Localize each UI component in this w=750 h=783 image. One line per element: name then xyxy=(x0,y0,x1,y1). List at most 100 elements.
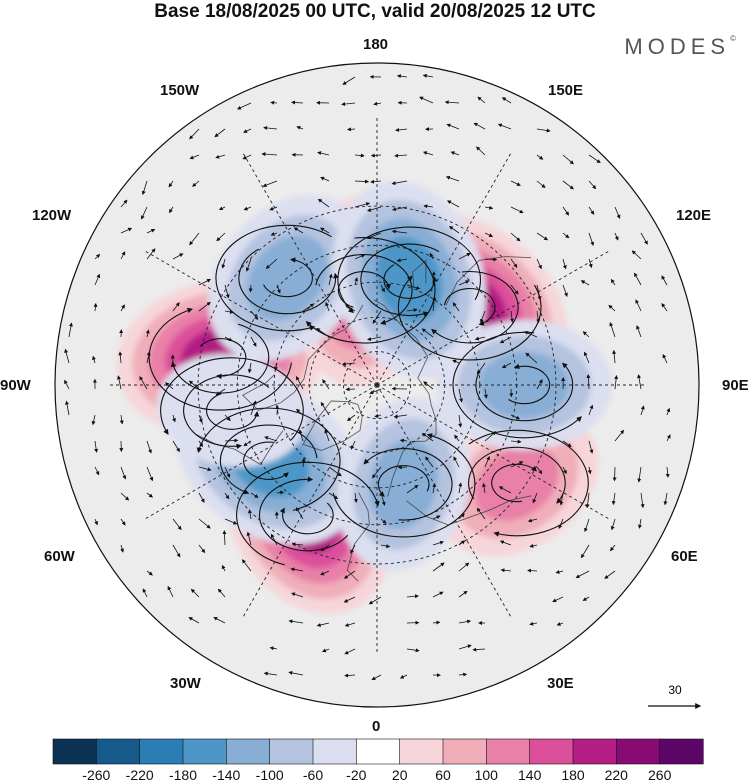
wind-vector xyxy=(429,252,434,260)
wind-vector xyxy=(536,379,543,390)
wind-vector xyxy=(236,102,252,110)
wind-vector xyxy=(116,375,122,390)
wind-vector xyxy=(354,179,370,184)
wind-vector xyxy=(640,405,645,416)
wind-vector xyxy=(189,232,200,246)
wind-vector xyxy=(146,351,151,364)
wind-vector xyxy=(243,440,252,447)
wind-vector xyxy=(146,492,154,498)
anomaly-contour xyxy=(479,351,570,419)
wind-vector xyxy=(611,492,616,506)
wind-vector xyxy=(298,429,304,442)
wind-vector xyxy=(529,621,538,626)
streamline xyxy=(363,448,453,521)
wind-vector xyxy=(458,644,472,650)
latitude-circle xyxy=(197,205,557,565)
wind-vector xyxy=(666,434,671,442)
wind-vector xyxy=(458,280,470,286)
wind-vector xyxy=(141,180,148,196)
wind-vector xyxy=(343,596,356,603)
wind-vector xyxy=(250,492,259,498)
wind-vector xyxy=(367,336,382,341)
wind-vector xyxy=(316,328,330,338)
wind-vector xyxy=(588,232,595,246)
wind-vector xyxy=(562,440,572,448)
wind-vector xyxy=(527,568,538,573)
streamline xyxy=(183,374,270,450)
wind-vector xyxy=(583,351,590,364)
wind-vector xyxy=(250,336,257,347)
wind-vector xyxy=(172,440,180,453)
wind-vector xyxy=(221,564,226,572)
colorbar-swatch xyxy=(529,738,574,765)
wind-vector xyxy=(525,352,538,364)
wind-vector xyxy=(322,379,330,390)
wind-vector xyxy=(146,466,154,482)
wind-vector xyxy=(406,284,421,290)
streamline xyxy=(263,257,313,298)
streamline xyxy=(452,331,582,439)
wind-vector xyxy=(510,310,514,323)
wind-vector xyxy=(582,331,590,338)
wind-vector xyxy=(120,251,126,260)
latitude-circle xyxy=(342,350,412,420)
wind-vector xyxy=(380,492,386,506)
wind-vector xyxy=(345,304,356,312)
colorbar-tick-label: 20 xyxy=(392,767,408,783)
wind-vector xyxy=(120,518,126,526)
wind-vector xyxy=(325,301,330,312)
wind-vector xyxy=(562,206,570,216)
colorbar-tick-label: 260 xyxy=(648,767,672,783)
wind-vector xyxy=(188,617,200,624)
wind-vector xyxy=(610,518,616,531)
meridian-line xyxy=(376,250,610,386)
wind-vector xyxy=(302,303,315,312)
wind-vector xyxy=(661,303,668,312)
wind-vector xyxy=(64,379,70,390)
wind-vector xyxy=(423,204,434,209)
streamline xyxy=(508,363,551,405)
wind-vector xyxy=(198,301,211,312)
meridian-line xyxy=(242,384,378,618)
wind-vector xyxy=(484,205,494,210)
wind-vector xyxy=(663,492,668,506)
wind-vector xyxy=(263,671,278,676)
wind-vector xyxy=(366,232,382,240)
wind-vector xyxy=(614,375,619,390)
wind-vector xyxy=(321,648,330,653)
wind-vector xyxy=(288,619,304,624)
wind-vector xyxy=(94,440,99,453)
wind-vector xyxy=(320,570,330,576)
wind-vector xyxy=(580,544,590,559)
wind-vector xyxy=(341,102,356,107)
wind-vector xyxy=(172,253,184,260)
wind-vector xyxy=(562,154,574,165)
wind-vector xyxy=(247,362,252,374)
wind-vector xyxy=(65,400,70,416)
wind-vector xyxy=(198,466,212,472)
wind-vector xyxy=(188,380,200,390)
colorbar-swatch xyxy=(96,738,141,765)
streamline xyxy=(215,224,332,332)
wind-vector xyxy=(380,544,391,549)
wind-vector xyxy=(458,562,470,572)
lon-label-180: 180 xyxy=(363,36,389,53)
wind-vector xyxy=(221,258,226,269)
map-boundary xyxy=(54,62,700,708)
wind-vector xyxy=(142,588,148,598)
wind-vector xyxy=(261,152,278,157)
wind-vector xyxy=(192,180,200,187)
wind-vector xyxy=(320,401,330,416)
streamline xyxy=(491,463,538,503)
wind-vector xyxy=(374,413,382,418)
wind-vector xyxy=(248,284,253,293)
wind-vector xyxy=(269,646,278,651)
wind-vector xyxy=(270,100,278,105)
colorbar-swatch xyxy=(399,738,444,765)
wind-vector xyxy=(198,518,211,529)
wind-vector xyxy=(559,492,564,506)
wind-vector xyxy=(270,533,278,546)
coastline-segment xyxy=(302,400,363,451)
colorbar-tick-label: 220 xyxy=(605,767,629,783)
wind-vector xyxy=(392,206,408,212)
